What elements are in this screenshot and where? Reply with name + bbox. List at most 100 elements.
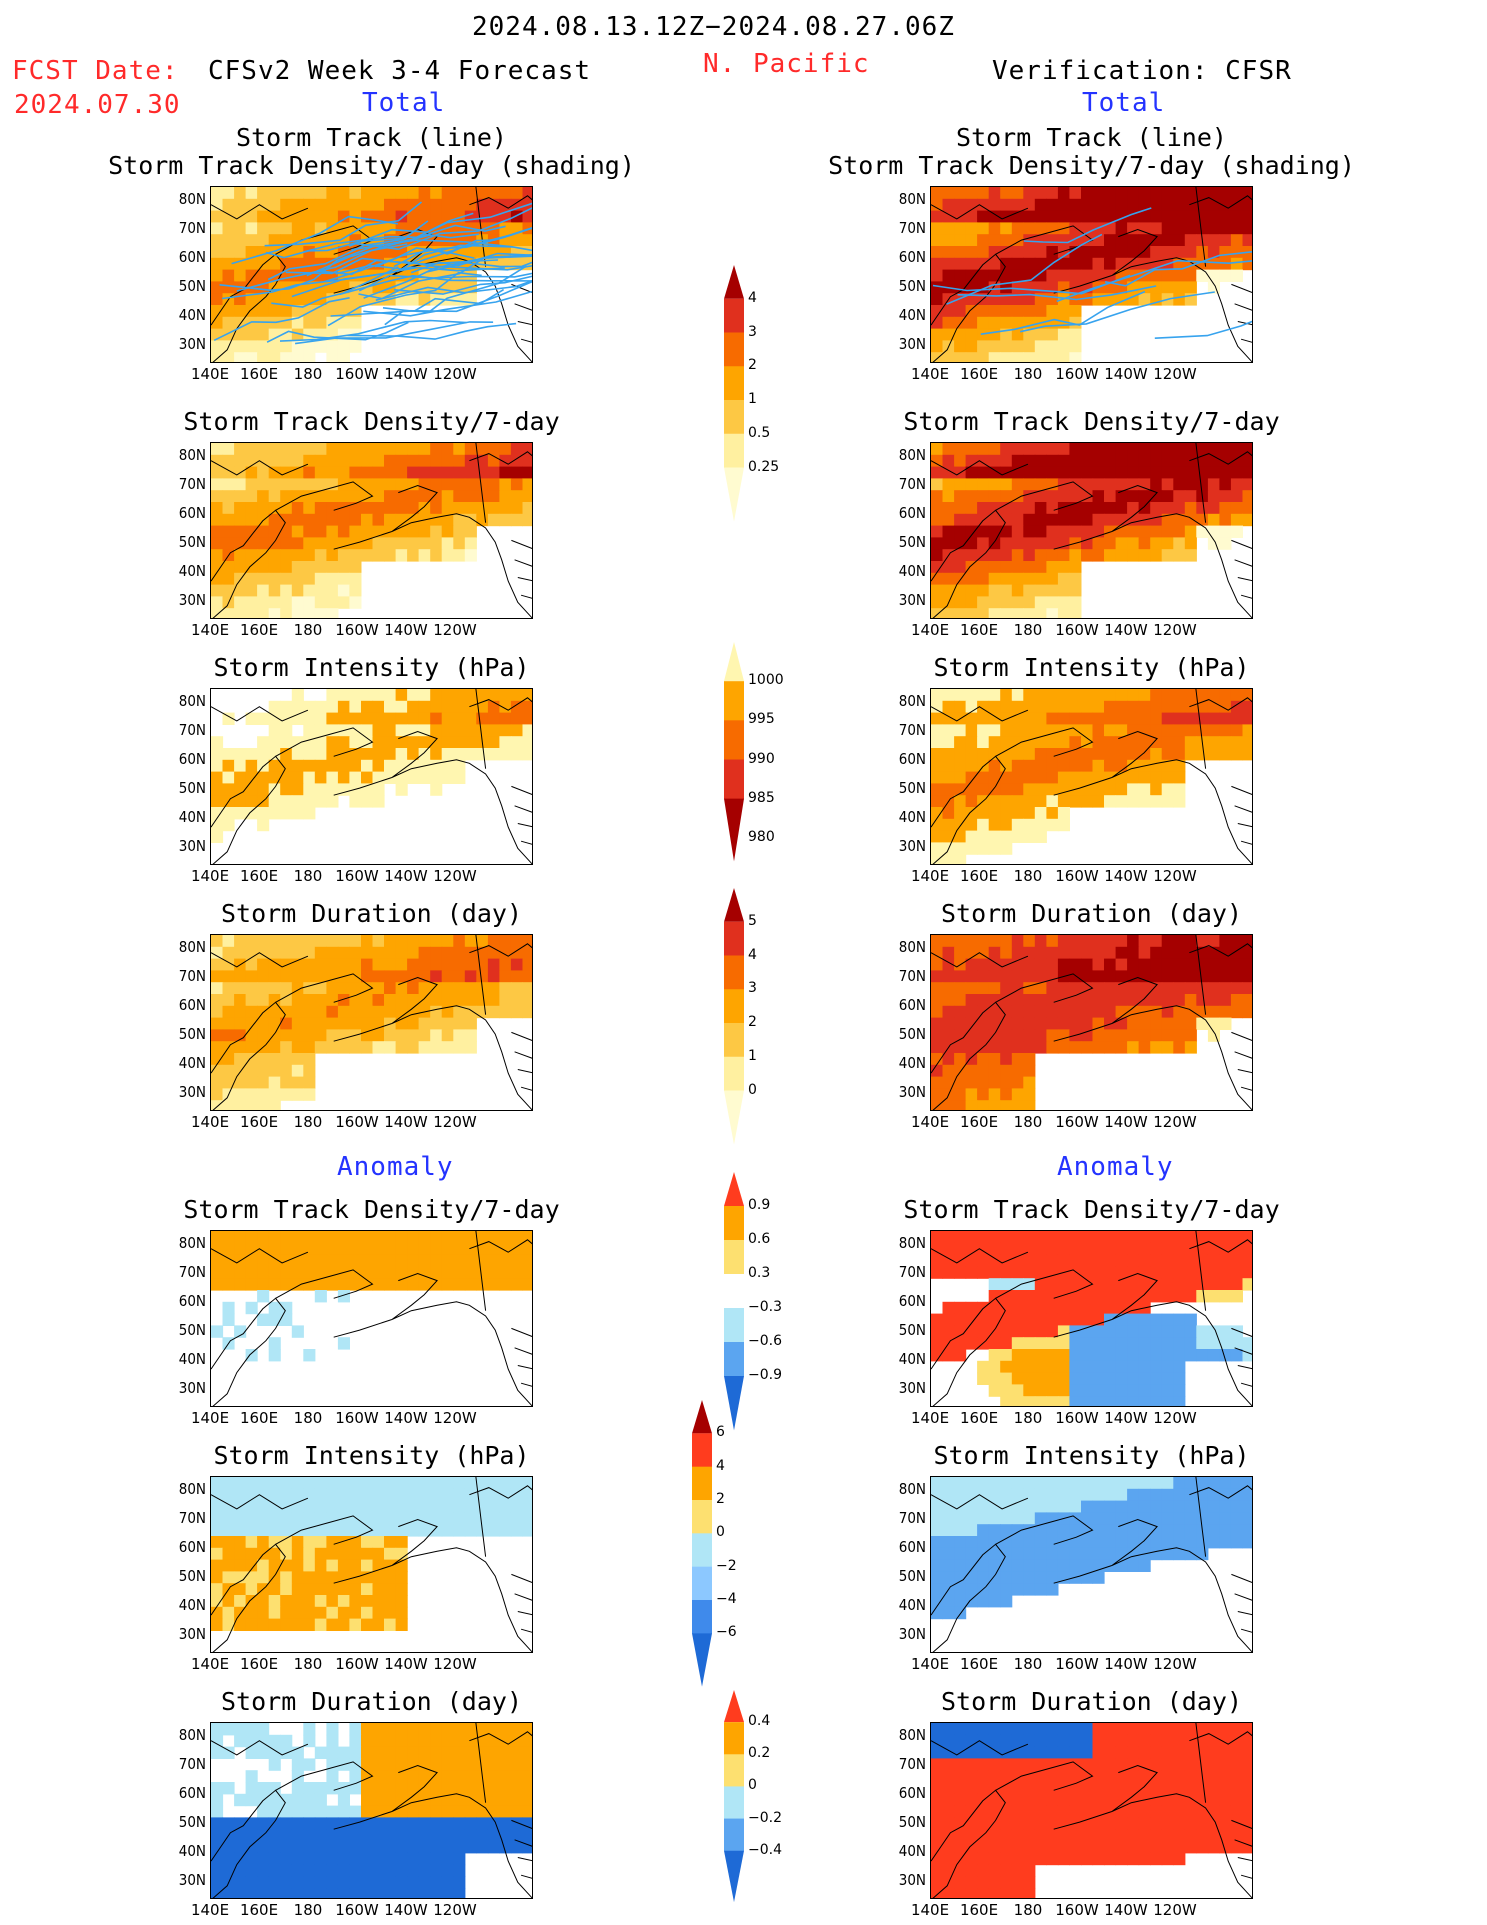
shading-cell bbox=[1196, 1500, 1209, 1513]
shading-cell bbox=[510, 1512, 523, 1525]
shading-cell bbox=[1069, 572, 1082, 586]
shading-cell bbox=[1138, 1017, 1151, 1030]
shading-cell bbox=[1034, 1396, 1047, 1406]
shading-cell bbox=[1092, 1852, 1105, 1866]
shading-cell bbox=[1011, 1242, 1024, 1256]
shading-cell bbox=[1000, 340, 1013, 353]
shading-cell bbox=[1207, 1005, 1220, 1019]
shading-cell bbox=[361, 748, 374, 761]
colorbar-label: 3 bbox=[748, 323, 757, 340]
shading-cell bbox=[384, 1606, 397, 1620]
colorbar-label: −0.6 bbox=[748, 1333, 782, 1349]
coastline bbox=[1231, 785, 1252, 795]
lon-tick-label: 140W bbox=[384, 365, 428, 383]
shading-cell bbox=[372, 970, 385, 983]
shading-cell bbox=[257, 1029, 270, 1042]
storm-track-line bbox=[265, 237, 407, 259]
colorbar-swatch bbox=[692, 1533, 712, 1568]
shading-cell bbox=[245, 1524, 258, 1537]
shading-cell bbox=[1184, 1231, 1197, 1244]
shading-cell bbox=[954, 1041, 967, 1054]
shading-cell bbox=[1184, 700, 1197, 714]
shading-cell bbox=[337, 689, 350, 702]
shading-cell bbox=[395, 1888, 408, 1898]
shading-cell bbox=[1230, 1231, 1243, 1244]
shading-cell bbox=[326, 222, 339, 235]
shading-cell bbox=[1011, 1512, 1024, 1525]
shading-cell bbox=[1069, 1500, 1082, 1513]
shading-cell bbox=[1127, 1278, 1140, 1291]
coastline bbox=[275, 973, 374, 1003]
shading-cell bbox=[965, 1864, 978, 1877]
shading-cell bbox=[441, 1864, 454, 1877]
shading-cell bbox=[1138, 1325, 1151, 1338]
shading-cell bbox=[1207, 1805, 1220, 1818]
coastline bbox=[1053, 1319, 1113, 1338]
shading-cell bbox=[349, 712, 362, 725]
shading-cell bbox=[1184, 1805, 1197, 1818]
shading-cell bbox=[1242, 1266, 1252, 1279]
shading-cell bbox=[965, 584, 978, 597]
shading-cell bbox=[280, 736, 293, 749]
shading-cell bbox=[337, 443, 350, 456]
shading-cell bbox=[1184, 549, 1197, 562]
shading-cell bbox=[314, 771, 327, 784]
shading-cell bbox=[372, 478, 385, 491]
colorbar-swatch bbox=[724, 265, 744, 299]
shading-cell bbox=[977, 1734, 990, 1748]
shading-cell bbox=[1127, 246, 1140, 259]
shading-cell bbox=[1230, 1829, 1243, 1842]
shading-cell bbox=[954, 1547, 967, 1561]
shading-cell bbox=[384, 210, 397, 223]
shading-cell bbox=[464, 466, 477, 479]
shading-cell bbox=[499, 1524, 512, 1537]
shading-cell bbox=[1138, 525, 1151, 538]
shading-cell bbox=[268, 736, 281, 749]
coastline bbox=[469, 195, 532, 209]
shading-cell bbox=[1184, 935, 1197, 948]
shading-cell bbox=[337, 525, 350, 538]
shading-cell bbox=[1011, 1266, 1024, 1279]
shading-cell bbox=[314, 584, 327, 597]
shading-cell bbox=[522, 1254, 532, 1267]
shading-cell bbox=[1011, 700, 1024, 714]
shading-cell bbox=[522, 982, 532, 995]
shading-cell bbox=[988, 1829, 1001, 1842]
shading-cell bbox=[441, 736, 454, 749]
shading-cell bbox=[1127, 443, 1140, 456]
shading-cell bbox=[361, 1734, 374, 1748]
shading-cell bbox=[222, 1512, 235, 1525]
shading-cell bbox=[1104, 1723, 1117, 1736]
shading-cell bbox=[430, 1723, 443, 1736]
shading-cell bbox=[1104, 958, 1117, 971]
shading-cell bbox=[211, 525, 224, 538]
shading-cell bbox=[1023, 1278, 1036, 1291]
shading-cell bbox=[407, 1864, 420, 1877]
shading-cell bbox=[977, 210, 990, 223]
shading-cell bbox=[499, 513, 512, 527]
colorbar-swatch bbox=[724, 1090, 744, 1145]
shading-cell bbox=[954, 1301, 967, 1315]
shading-cell bbox=[931, 1512, 944, 1525]
shading-cell bbox=[326, 596, 339, 609]
shading-cell bbox=[280, 352, 293, 362]
shading-cell bbox=[234, 807, 247, 820]
shading-cell bbox=[942, 454, 955, 468]
coastline bbox=[931, 1543, 1006, 1652]
shading-cell bbox=[1000, 1064, 1013, 1078]
shading-cell bbox=[291, 305, 304, 318]
storm-track-line bbox=[394, 275, 532, 295]
shading-cell bbox=[407, 700, 420, 714]
shading-cell bbox=[291, 1325, 304, 1338]
shading-cell bbox=[280, 340, 293, 353]
lon-tick-label: 120W bbox=[1153, 365, 1197, 383]
colorbar-swatch bbox=[724, 1754, 744, 1787]
shading-cell bbox=[1034, 1384, 1047, 1397]
shading-cell bbox=[211, 1746, 224, 1759]
lat-tick-label: 30N bbox=[898, 1379, 926, 1397]
shading-cell bbox=[510, 1500, 523, 1513]
shading-cell bbox=[1219, 1477, 1232, 1490]
shading-cell bbox=[280, 1888, 293, 1898]
shading-cell bbox=[464, 1793, 477, 1807]
shading-cell bbox=[222, 1100, 235, 1110]
